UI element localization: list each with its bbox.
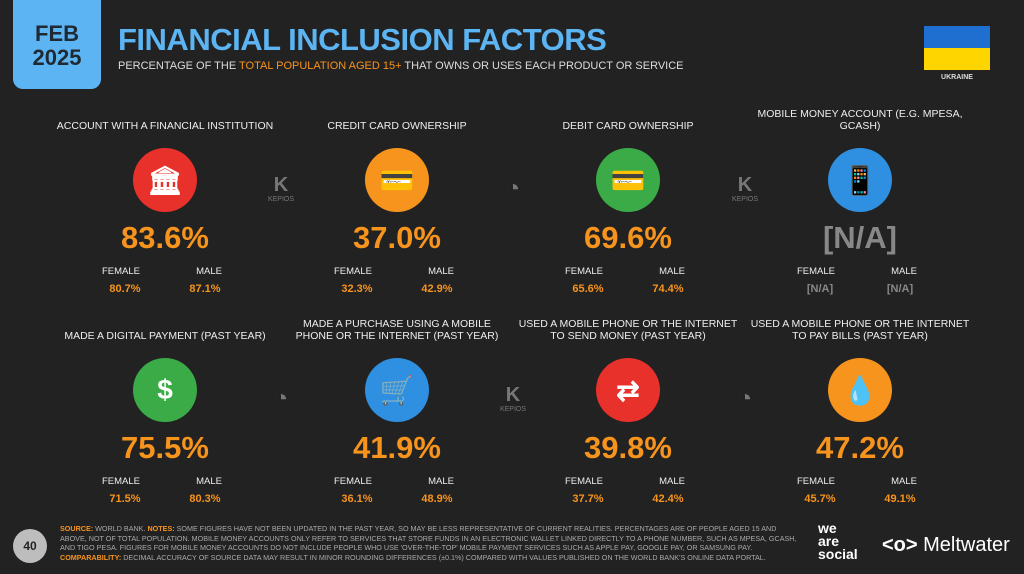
female-value: 80.7%: [109, 283, 141, 295]
metric-card: MADE A PURCHASE USING A MOBILE PHONE OR …: [287, 316, 507, 505]
date-year: 2025: [32, 45, 82, 70]
metric-label: USED A MOBILE PHONE OR THE INTERNET TO P…: [750, 318, 970, 342]
kepios-text: KEPIOS: [499, 406, 527, 413]
metric-card: CREDIT CARD OWNERSHIP 💳 37.0% FEMALE MALE…: [287, 106, 507, 295]
comparability-text: DECIMAL ACCURACY OF SOURCE DATA MAY RESU…: [121, 552, 766, 562]
metric-card: DEBIT CARD OWNERSHIP 💳 69.6% FEMALE MALE …: [518, 106, 738, 295]
metric-value: 47.2%: [816, 430, 904, 465]
we-are-social-signal-icon: ◔: [273, 385, 289, 412]
female-label: FEMALE: [101, 476, 140, 487]
metric-label: ACCOUNT WITH A FINANCIAL INSTITUTION: [56, 120, 274, 132]
date-badge: FEB 2025: [13, 0, 101, 89]
money-transfer-icon: ⇄: [596, 358, 660, 422]
kepios-text: KEPIOS: [731, 196, 759, 203]
female-value: [N/A]: [806, 283, 834, 295]
subtitle-post: THAT OWNS OR USES EACH PRODUCT OR SERVIC…: [401, 60, 684, 72]
credit-card-icon: 💳: [365, 148, 429, 212]
country-label: UKRAINE: [941, 74, 973, 81]
source-label: SOURCE:: [60, 524, 94, 533]
source-text: WORLD BANK.: [93, 524, 148, 533]
footer-notes: SOURCE: WORLD BANK. NOTES: SOME FIGURES …: [60, 524, 800, 562]
meltwater-text: Meltwater: [923, 534, 1010, 556]
metric-label: DEBIT CARD OWNERSHIP: [562, 120, 694, 132]
metric-label: USED A MOBILE PHONE OR THE INTERNET TO S…: [518, 318, 738, 342]
male-label: MALE: [196, 266, 222, 277]
we-are-social-signal-icon: ◔: [505, 175, 521, 202]
male-value: [N/A]: [886, 283, 914, 295]
metric-value: 69.6%: [584, 220, 672, 255]
page-number: 40: [13, 529, 47, 563]
female-value: 36.1%: [341, 493, 373, 505]
female-value: 71.5%: [109, 493, 141, 505]
subtitle-highlight: TOTAL POPULATION AGED 15+: [239, 60, 402, 72]
metric-label: MOBILE MONEY ACCOUNT (E.G. MPESA, GCASH): [757, 108, 963, 132]
shopping-cart-icon: 🛒: [365, 358, 429, 422]
digital-payment-icon: $: [133, 358, 197, 422]
male-value: 49.1%: [884, 493, 916, 505]
metric-label: CREDIT CARD OWNERSHIP: [327, 120, 467, 132]
female-label: FEMALE: [333, 266, 372, 277]
female-label: FEMALE: [564, 476, 603, 487]
male-label: MALE: [428, 266, 454, 277]
male-value: 87.1%: [189, 283, 221, 295]
female-value: 32.3%: [341, 283, 373, 295]
metric-value: 37.0%: [353, 220, 441, 255]
kepios-text: KEPIOS: [267, 196, 295, 203]
we-are-social-logo: we are social: [818, 520, 858, 562]
male-value: 42.4%: [652, 493, 684, 505]
notes-label: NOTES:: [147, 524, 175, 533]
female-label: FEMALE: [796, 476, 835, 487]
metric-card: USED A MOBILE PHONE OR THE INTERNET TO S…: [518, 316, 738, 505]
comparability-label: COMPARABILITY:: [60, 552, 122, 562]
ukraine-flag-icon: [924, 26, 990, 70]
metric-value: 75.5%: [121, 430, 209, 465]
male-label: MALE: [428, 476, 454, 487]
metric-label: MADE A DIGITAL PAYMENT (PAST YEAR): [64, 330, 266, 342]
metric-value: [N/A]: [822, 220, 898, 255]
female-label: FEMALE: [101, 266, 140, 277]
bank-icon: 🏛: [133, 148, 197, 212]
metric-card: USED A MOBILE PHONE OR THE INTERNET TO P…: [750, 316, 970, 505]
metric-card: MOBILE MONEY ACCOUNT (E.G. MPESA, GCASH)…: [750, 106, 970, 295]
male-value: 74.4%: [652, 283, 684, 295]
we-are-social-signal-icon: ◔: [737, 385, 753, 412]
female-value: 65.6%: [572, 283, 604, 295]
male-label: MALE: [659, 476, 685, 487]
male-label: MALE: [891, 476, 917, 487]
male-label: MALE: [659, 266, 685, 277]
male-label: MALE: [891, 266, 917, 277]
subtitle-pre: PERCENTAGE OF THE: [118, 60, 240, 72]
metric-label: MADE A PURCHASE USING A MOBILE PHONE OR …: [295, 318, 499, 342]
page-subtitle: PERCENTAGE OF THE TOTAL POPULATION AGED …: [118, 60, 684, 72]
kepios-logo-icon: K KEPIOS: [731, 174, 759, 203]
meltwater-logo: <o> Meltwater: [882, 534, 1010, 556]
date-month: FEB: [35, 21, 79, 46]
kepios-logo-icon: K KEPIOS: [267, 174, 295, 203]
male-label: MALE: [196, 476, 222, 487]
male-value: 42.9%: [421, 283, 453, 295]
kepios-logo-icon: K KEPIOS: [499, 384, 527, 413]
female-label: FEMALE: [564, 266, 603, 277]
female-value: 45.7%: [804, 493, 836, 505]
metric-card: MADE A DIGITAL PAYMENT (PAST YEAR) $ 75.…: [55, 316, 275, 505]
metric-value: 83.6%: [121, 220, 209, 255]
male-value: 80.3%: [189, 493, 221, 505]
female-label: FEMALE: [796, 266, 835, 277]
page-title: FINANCIAL INCLUSION FACTORS: [118, 22, 607, 57]
mobile-money-icon: 📱: [828, 148, 892, 212]
notes-text: SOME FIGURES HAVE NOT BEEN UPDATED IN TH…: [60, 524, 797, 553]
female-label: FEMALE: [333, 476, 372, 487]
metric-value: 39.8%: [584, 430, 672, 465]
female-value: 37.7%: [572, 493, 604, 505]
metric-card: ACCOUNT WITH A FINANCIAL INSTITUTION 🏛 8…: [55, 106, 275, 295]
metric-value: 41.9%: [353, 430, 441, 465]
pay-bills-icon: 💧: [828, 358, 892, 422]
male-value: 48.9%: [421, 493, 453, 505]
debit-card-icon: 💳: [596, 148, 660, 212]
